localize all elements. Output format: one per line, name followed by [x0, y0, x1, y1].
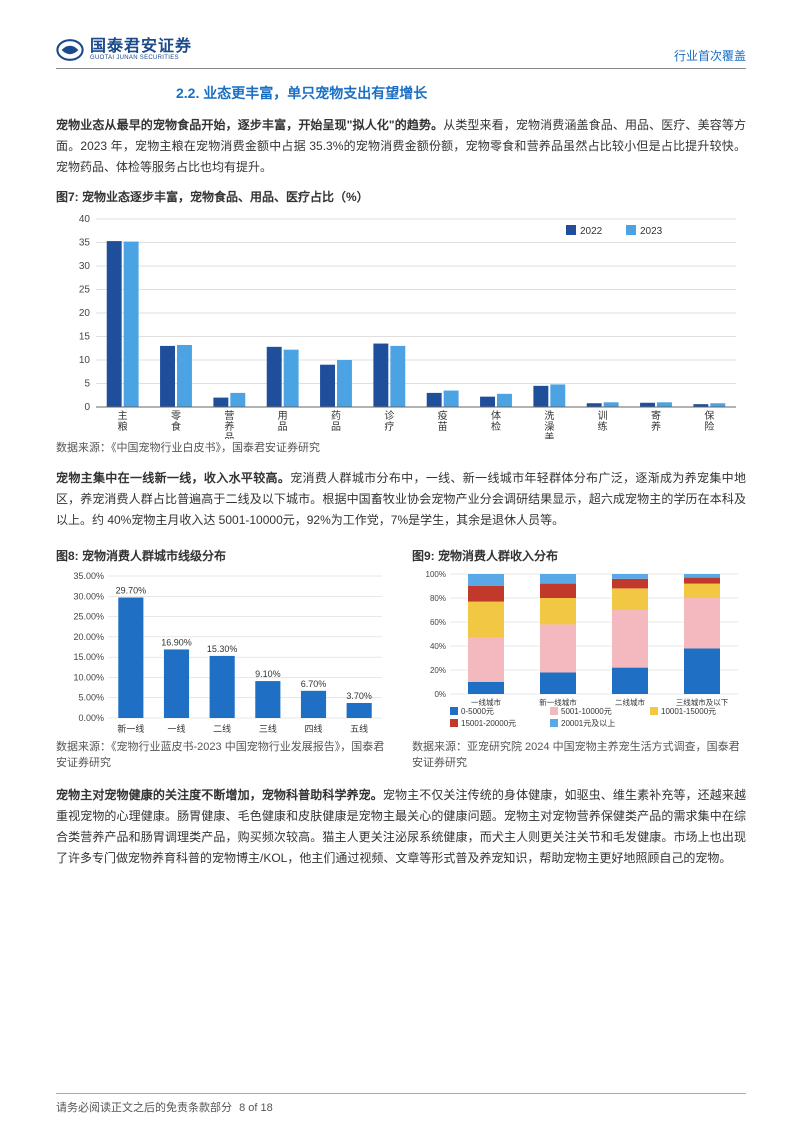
svg-text:2023: 2023 — [640, 226, 663, 237]
fig7-chart: 051015202530354020222023主粮零食营养品用品药品诊疗疫苗体… — [56, 209, 746, 439]
svg-text:25.00%: 25.00% — [73, 612, 104, 622]
svg-text:10.00%: 10.00% — [73, 673, 104, 683]
svg-text:一线: 一线 — [167, 723, 185, 734]
svg-text:保: 保 — [704, 409, 714, 422]
svg-text:养: 养 — [651, 420, 661, 433]
para2-bold: 宠物主集中在一线新一线，收入水平较高。 — [56, 471, 290, 485]
svg-text:寄: 寄 — [651, 409, 661, 422]
svg-text:四线: 四线 — [304, 723, 322, 734]
svg-text:40: 40 — [79, 214, 91, 225]
svg-text:60%: 60% — [430, 618, 446, 627]
svg-text:食: 食 — [171, 420, 181, 433]
svg-text:品: 品 — [278, 421, 288, 433]
svg-text:零: 零 — [171, 410, 181, 422]
section-title: 2.2. 业态更丰富，单只宠物支出有望增长 — [176, 83, 746, 103]
svg-text:练: 练 — [598, 420, 608, 433]
svg-text:检: 检 — [491, 420, 501, 433]
svg-text:五线: 五线 — [350, 723, 368, 734]
logo-text-cn: 国泰君安证券 — [90, 39, 192, 55]
svg-text:6.70%: 6.70% — [301, 679, 327, 689]
svg-text:5.00%: 5.00% — [78, 693, 104, 703]
page-footer: 请务必阅读正文之后的免责条款部分 8 of 18 — [56, 1093, 746, 1115]
fig8-title: 图8: 宠物消费人群城市线级分布 — [56, 547, 390, 564]
svg-text:20%: 20% — [430, 666, 446, 675]
page-header: 国泰君安证券 GUOTAI JUNAN SECURITIES 行业首次覆盖 — [56, 36, 746, 69]
svg-text:40%: 40% — [430, 642, 446, 651]
svg-text:新一线: 新一线 — [117, 723, 144, 734]
svg-text:新一线城市: 新一线城市 — [539, 697, 577, 707]
svg-text:20: 20 — [79, 308, 91, 319]
svg-text:三线城市及以下: 三线城市及以下 — [676, 697, 729, 707]
svg-text:5001-10000元: 5001-10000元 — [561, 707, 612, 716]
svg-text:险: 险 — [704, 420, 714, 433]
svg-text:100%: 100% — [426, 570, 446, 579]
para1-bold: 宠物业态从最早的宠物食品开始，逐步丰富，开始呈现"拟人化"的趋势。 — [56, 118, 443, 132]
svg-text:诊: 诊 — [384, 409, 394, 422]
svg-text:品: 品 — [331, 421, 341, 433]
logo-text-en: GUOTAI JUNAN SECURITIES — [90, 55, 192, 61]
paragraph-3: 宠物主对宠物健康的关注度不断增加，宠物科普助科学养宠。宠物主不仅关注传统的身体健… — [56, 785, 746, 869]
svg-text:15.30%: 15.30% — [207, 644, 238, 654]
svg-text:0: 0 — [84, 402, 90, 413]
svg-text:疫: 疫 — [438, 409, 448, 422]
svg-text:3.70%: 3.70% — [346, 691, 372, 701]
svg-text:粮: 粮 — [118, 420, 128, 433]
footer-page: 8 of 18 — [239, 1102, 273, 1114]
logo: 国泰君安证券 GUOTAI JUNAN SECURITIES — [56, 36, 192, 64]
paragraph-2: 宠物主集中在一线新一线，收入水平较高。宠消费人群城市分布中，一线、新一线城市年轻… — [56, 468, 746, 531]
svg-text:洗: 洗 — [544, 410, 554, 422]
svg-text:二线城市: 二线城市 — [615, 697, 645, 707]
svg-text:15: 15 — [79, 332, 91, 343]
svg-text:0-5000元: 0-5000元 — [461, 707, 494, 716]
svg-text:品: 品 — [224, 432, 234, 439]
svg-text:主: 主 — [118, 410, 128, 422]
svg-text:澡: 澡 — [544, 421, 554, 433]
svg-text:二线: 二线 — [213, 723, 231, 734]
svg-text:0%: 0% — [434, 690, 446, 699]
header-category: 行业首次覆盖 — [674, 47, 746, 64]
fig8-source: 数据来源：《宠物行业蓝皮书-2023 中国宠物行业发展报告》，国泰君安证券研究 — [56, 740, 390, 771]
fig9-title: 图9: 宠物消费人群收入分布 — [412, 547, 746, 564]
svg-text:用: 用 — [278, 411, 288, 422]
svg-text:35: 35 — [79, 238, 91, 249]
svg-text:一线城市: 一线城市 — [471, 697, 501, 707]
svg-text:苗: 苗 — [438, 421, 448, 433]
svg-text:美: 美 — [544, 431, 554, 439]
logo-icon — [56, 36, 84, 64]
svg-text:药: 药 — [331, 410, 341, 422]
para3-bold: 宠物主对宠物健康的关注度不断增加，宠物科普助科学养宠。 — [56, 788, 383, 802]
svg-text:30.00%: 30.00% — [73, 592, 104, 602]
svg-text:养: 养 — [224, 420, 234, 433]
footer-text: 请务必阅读正文之后的免责条款部分 — [56, 1102, 232, 1114]
svg-text:疗: 疗 — [384, 420, 394, 433]
svg-text:10001-15000元: 10001-15000元 — [661, 707, 716, 716]
svg-text:体: 体 — [491, 410, 501, 422]
svg-text:29.70%: 29.70% — [116, 586, 147, 596]
svg-text:营: 营 — [224, 409, 234, 422]
svg-text:15001-20000元: 15001-20000元 — [461, 719, 516, 728]
svg-text:25: 25 — [79, 285, 91, 296]
fig9-source: 数据来源：亚宠研究院 2024 中国宠物主养宠生活方式调查，国泰君安证券研究 — [412, 740, 746, 771]
paragraph-1: 宠物业态从最早的宠物食品开始，逐步丰富，开始呈现"拟人化"的趋势。从类型来看，宠… — [56, 115, 746, 178]
fig7-title: 图7: 宠物业态逐步丰富，宠物食品、用品、医疗占比（%） — [56, 188, 746, 205]
svg-text:0.00%: 0.00% — [78, 713, 104, 723]
svg-text:训: 训 — [598, 410, 608, 422]
fig9-chart: 0% 20% 40% 60% 80% 100% 一线城市 新一线城市 二线城市 三线城市及以下 0-… — [412, 568, 746, 738]
svg-text:2022: 2022 — [580, 226, 603, 237]
fig7-source: 数据来源：《中国宠物行业白皮书》，国泰君安证券研究 — [56, 441, 746, 456]
svg-text:10: 10 — [79, 355, 91, 366]
svg-text:35.00%: 35.00% — [73, 571, 104, 581]
svg-text:5: 5 — [84, 379, 90, 390]
svg-text:20.00%: 20.00% — [73, 632, 104, 642]
svg-text:15.00%: 15.00% — [73, 653, 104, 663]
fig8-chart: 0.00% 5.00% 10.00% 15.00% 20.00% 25.00% 30.00%… — [56, 568, 390, 738]
svg-text:9.10%: 9.10% — [255, 669, 281, 679]
svg-text:30: 30 — [79, 261, 91, 272]
svg-text:16.90%: 16.90% — [161, 638, 192, 648]
svg-text:80%: 80% — [430, 594, 446, 603]
svg-text:20001元及以上: 20001元及以上 — [561, 719, 615, 728]
svg-text:三线: 三线 — [259, 723, 277, 734]
